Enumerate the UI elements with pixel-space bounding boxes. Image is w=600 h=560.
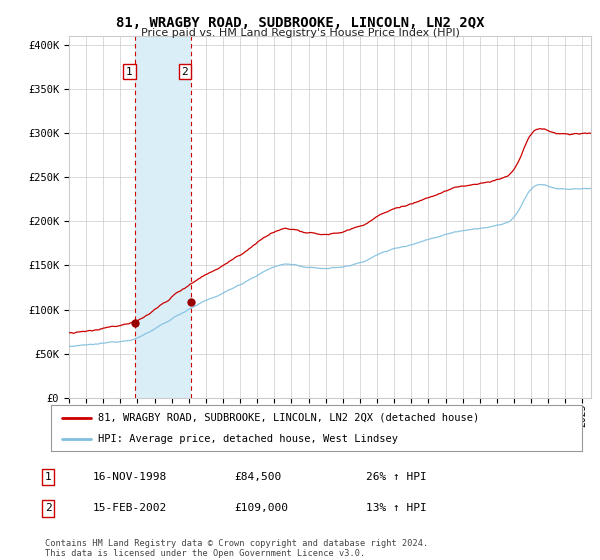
Bar <box>136 36 191 398</box>
Text: HPI: Average price, detached house, West Lindsey: HPI: Average price, detached house, West… <box>98 434 398 444</box>
Text: 1: 1 <box>44 472 52 482</box>
Text: 13% ↑ HPI: 13% ↑ HPI <box>366 503 427 514</box>
Text: Contains HM Land Registry data © Crown copyright and database right 2024.
This d: Contains HM Land Registry data © Crown c… <box>45 539 428 558</box>
Text: 2: 2 <box>182 67 188 77</box>
Text: 81, WRAGBY ROAD, SUDBROOKE, LINCOLN, LN2 2QX (detached house): 81, WRAGBY ROAD, SUDBROOKE, LINCOLN, LN2… <box>98 413 479 423</box>
Text: 15-FEB-2002: 15-FEB-2002 <box>93 503 167 514</box>
Text: 81, WRAGBY ROAD, SUDBROOKE, LINCOLN, LN2 2QX: 81, WRAGBY ROAD, SUDBROOKE, LINCOLN, LN2… <box>116 16 484 30</box>
Text: 1: 1 <box>126 67 133 77</box>
Text: 2: 2 <box>44 503 52 514</box>
Text: £84,500: £84,500 <box>234 472 281 482</box>
Text: 16-NOV-1998: 16-NOV-1998 <box>93 472 167 482</box>
Text: 26% ↑ HPI: 26% ↑ HPI <box>366 472 427 482</box>
Text: £109,000: £109,000 <box>234 503 288 514</box>
Text: Price paid vs. HM Land Registry's House Price Index (HPI): Price paid vs. HM Land Registry's House … <box>140 28 460 38</box>
